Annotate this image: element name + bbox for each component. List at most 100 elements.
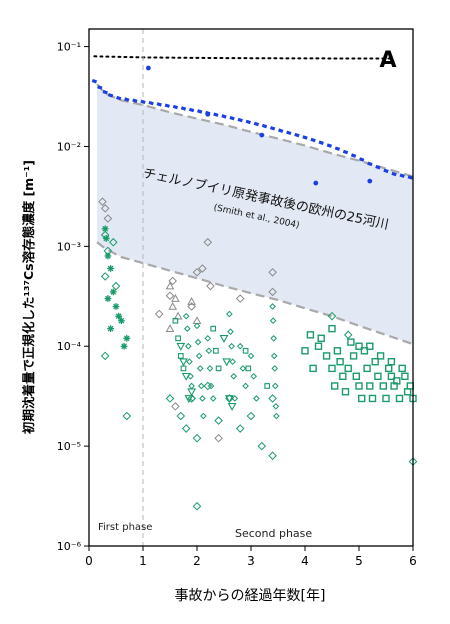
data-point-diamond <box>246 411 256 421</box>
data-point-diamond <box>168 276 178 286</box>
data-point-diamond <box>100 204 110 213</box>
data-point-square <box>355 382 363 390</box>
data-point-diamond <box>192 267 202 277</box>
data-point-diamond <box>268 394 277 403</box>
blue-curve-point <box>302 135 308 140</box>
dotted-top-line <box>93 55 393 60</box>
data-point-diamond <box>257 441 267 451</box>
data-point-small-diamond <box>194 338 202 346</box>
data-point-triangle <box>187 297 196 305</box>
data-point-star <box>107 325 114 333</box>
blue-curve-point <box>334 146 341 151</box>
blue-curve-point <box>310 137 316 143</box>
data-point-diamond <box>268 287 277 297</box>
data-point-square <box>379 382 387 390</box>
data-point-star <box>118 317 125 325</box>
blue-curve-point <box>237 117 243 123</box>
blue-curve-point <box>286 130 292 136</box>
data-point-square <box>352 372 360 381</box>
data-point-small-square <box>215 365 222 372</box>
data-point-small-diamond <box>196 365 204 372</box>
y-tick-label: 10⁻³ <box>57 240 81 253</box>
data-point-diamond <box>98 197 107 206</box>
data-point-diamond <box>198 264 207 273</box>
data-point-small-diamond <box>271 365 279 372</box>
guide-layer <box>93 29 393 546</box>
data-point-square <box>314 342 323 350</box>
data-point-square <box>301 347 309 355</box>
data-point-diamond <box>268 267 277 277</box>
data-point-star <box>112 303 120 310</box>
data-point-small-diamond <box>227 328 234 335</box>
data-point-small-diamond <box>253 395 260 402</box>
blue-curve-point <box>124 97 130 102</box>
data-point-square <box>341 388 350 396</box>
data-point-triangle-down <box>224 395 234 404</box>
blue-outlier-point <box>146 65 151 71</box>
x-tick-label: 3 <box>247 554 255 568</box>
data-point-square <box>306 331 315 339</box>
x-tick-label: 2 <box>193 554 201 568</box>
data-point-diamond <box>165 394 175 403</box>
data-point-small-diamond <box>185 342 192 350</box>
data-point-small-diamond <box>273 412 280 420</box>
data-point-square <box>387 358 396 366</box>
blue-curve-point <box>91 78 98 84</box>
y-tick-label: 10⁻⁵ <box>57 440 81 453</box>
data-point-small-diamond <box>242 382 249 390</box>
data-point-small-diamond <box>199 395 206 402</box>
data-point-small-diamond <box>269 317 277 325</box>
data-point-small-diamond <box>204 335 212 342</box>
data-point-small-diamond <box>186 358 193 366</box>
data-point-square <box>331 382 339 390</box>
x-tick-label: 5 <box>355 554 363 568</box>
data-point-small-diamond <box>226 310 233 318</box>
data-point-small-square <box>172 317 179 324</box>
data-point-star <box>102 235 110 242</box>
axes-layer: 0 1 2 3 4 5 6 10⁻⁶ 10⁻⁵ 10⁻⁴ 10⁻³ 10⁻² 10⁻¹ <box>57 28 417 568</box>
data-point-small-diamond <box>272 403 280 410</box>
blue-curve-point <box>164 103 170 108</box>
data-point-diamond <box>176 411 186 421</box>
blue-curve-point <box>148 100 154 106</box>
data-point-square <box>355 342 363 350</box>
data-point-small-diamond <box>188 382 195 390</box>
data-point-small-diamond <box>239 365 247 372</box>
reference-band-lower-line <box>96 241 414 346</box>
data-point-small-diamond <box>247 352 255 360</box>
data-point-small-diamond <box>228 342 235 350</box>
y-tick-label: 10⁻⁶ <box>57 540 82 553</box>
data-point-small-diamond <box>183 325 191 332</box>
blue-outlier-point <box>367 178 373 184</box>
x-tick-label: 0 <box>85 554 93 568</box>
data-point-triangle-down <box>222 358 232 367</box>
data-point-square <box>358 394 366 403</box>
data-point-triangle <box>165 281 175 290</box>
data-point-square <box>360 347 369 355</box>
data-point-square <box>333 347 342 355</box>
data-point-triangle <box>165 324 175 332</box>
data-point-star <box>107 265 114 272</box>
data-point-square <box>309 364 317 373</box>
data-point-square <box>382 394 390 403</box>
data-point-star <box>120 342 128 350</box>
x-axis-label: 事故からの経過年数[年] <box>175 588 326 604</box>
data-point-square <box>371 358 379 366</box>
blue-curve-point <box>140 99 146 105</box>
data-point-star <box>104 295 112 302</box>
blue-curve-point <box>342 149 349 155</box>
data-point-small-square <box>177 353 184 359</box>
data-point-triangle-down <box>179 358 188 367</box>
blue-curve-point <box>326 143 332 148</box>
data-point-small-diamond <box>187 372 194 380</box>
blue-curve-point <box>391 171 397 177</box>
data-point-square <box>387 372 396 381</box>
data-point-diamond <box>165 291 175 301</box>
data-point-diamond <box>192 433 202 443</box>
data-point-diamond <box>192 501 202 511</box>
data-point-square <box>385 364 393 373</box>
data-point-square <box>366 382 374 390</box>
blue-outlier-point <box>205 111 211 117</box>
data-point-small-diamond <box>250 372 258 380</box>
